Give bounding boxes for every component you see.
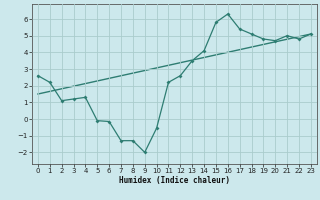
X-axis label: Humidex (Indice chaleur): Humidex (Indice chaleur) — [119, 176, 230, 185]
